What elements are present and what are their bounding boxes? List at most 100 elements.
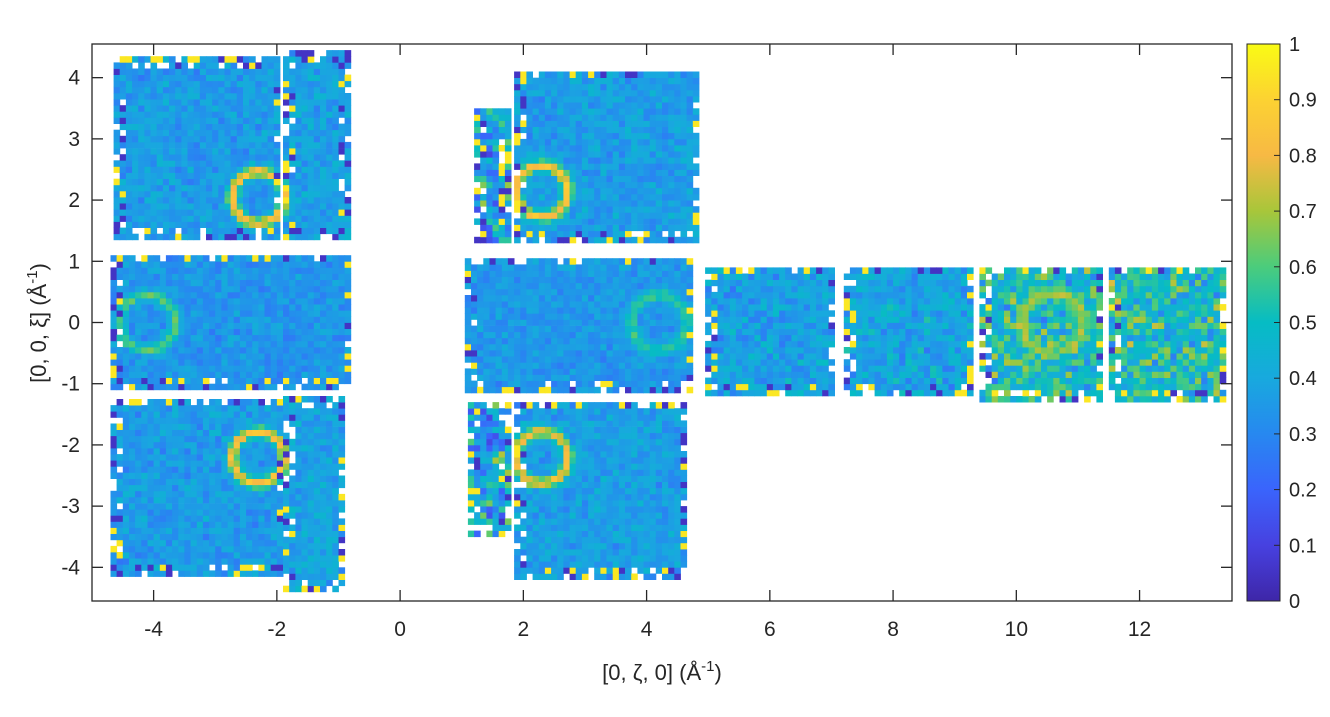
heatmap-cell: [326, 518, 333, 525]
heatmap-cell: [338, 347, 346, 354]
heatmap-cell: [122, 527, 130, 534]
heatmap-cell: [215, 399, 222, 406]
heatmap-cell: [514, 145, 521, 152]
heatmap-cell: [581, 236, 589, 244]
heatmap-cell: [264, 564, 272, 571]
heatmap-cell: [674, 181, 681, 189]
heatmap-cell: [218, 148, 225, 155]
heatmap-cell: [686, 151, 694, 158]
heatmap-cell: [289, 111, 296, 118]
heatmap-cell: [258, 365, 265, 372]
heatmap-cell: [471, 356, 478, 363]
heatmap-cell: [249, 209, 256, 216]
heatmap-cell: [326, 291, 333, 299]
heatmap-cell: [526, 362, 533, 369]
heatmap-cell: [588, 350, 595, 357]
heatmap-cell: [227, 496, 235, 504]
heatmap-cell: [227, 359, 235, 366]
heatmap-cell: [267, 68, 275, 75]
heatmap-cell: [264, 527, 272, 534]
heatmap-cell: [190, 466, 198, 473]
heatmap-cell: [156, 221, 164, 228]
heatmap-cell: [301, 340, 309, 348]
heatmap-cell: [209, 267, 216, 274]
heatmap-cell: [249, 93, 256, 100]
heatmap-cell: [538, 224, 546, 232]
heatmap-cell: [538, 343, 546, 351]
heatmap-cell: [557, 163, 564, 170]
heatmap-cell: [199, 93, 207, 100]
heatmap-cell: [486, 157, 493, 164]
heatmap-cell: [172, 347, 179, 354]
heatmap-cell: [233, 377, 241, 385]
heatmap-cell: [147, 441, 155, 449]
heatmap-cell: [270, 322, 278, 329]
heatmap-cell: [320, 432, 327, 440]
heatmap-cell: [631, 374, 638, 381]
heatmap-cell: [606, 145, 614, 152]
heatmap-cell: [504, 524, 512, 531]
heatmap-cell: [532, 295, 540, 302]
heatmap-cell: [520, 343, 527, 351]
heatmap-cell: [172, 273, 179, 280]
heatmap-cell: [150, 129, 158, 137]
heatmap-cell: [249, 203, 256, 210]
heatmap-cell: [674, 194, 681, 201]
heatmap-cell: [612, 102, 620, 109]
heatmap-cell: [193, 166, 201, 173]
heatmap-cell: [498, 469, 506, 476]
heatmap-cell: [538, 276, 546, 284]
heatmap-cell: [492, 414, 500, 421]
heatmap-cell: [332, 506, 339, 513]
heatmap-cell: [246, 411, 253, 418]
heatmap-cell: [116, 435, 124, 443]
heatmap-cell: [532, 264, 540, 271]
heatmap-cell: [544, 362, 552, 369]
heatmap-cell: [332, 215, 339, 222]
heatmap-cell: [551, 362, 558, 369]
heatmap-cell: [172, 405, 179, 412]
heatmap-cell: [514, 163, 521, 170]
heatmap-cell: [119, 227, 127, 235]
heatmap-cell: [172, 435, 179, 443]
heatmap-cell: [551, 264, 558, 271]
heatmap-cell: [209, 340, 216, 348]
heatmap-cell: [692, 194, 700, 201]
heatmap-cell: [338, 279, 346, 287]
heatmap-cell: [320, 585, 327, 593]
heatmap-cell: [199, 184, 207, 192]
heatmap-cell: [162, 148, 170, 155]
heatmap-cell: [313, 396, 321, 403]
heatmap-cell: [165, 521, 173, 528]
heatmap-cell: [239, 539, 247, 547]
heatmap-cell: [594, 212, 601, 219]
heatmap-cell: [135, 472, 142, 479]
heatmap-cell: [129, 411, 136, 418]
heatmap-cell: [606, 114, 614, 121]
heatmap-cell: [320, 426, 327, 434]
heatmap-cell: [464, 374, 472, 381]
heatmap-cell: [283, 414, 290, 421]
heatmap-cell: [625, 181, 632, 189]
heatmap-cell: [320, 304, 327, 311]
heatmap-cell: [332, 500, 339, 507]
heatmap-cell: [258, 435, 265, 443]
heatmap-cell: [520, 288, 527, 296]
heatmap-cell: [283, 353, 290, 360]
heatmap-cell: [119, 93, 127, 100]
heatmap-cell: [129, 316, 136, 323]
heatmap-cell: [295, 506, 302, 513]
heatmap-cell: [686, 282, 694, 290]
heatmap-cell: [588, 157, 595, 164]
heatmap-cell: [326, 285, 333, 293]
heatmap-cell: [236, 129, 244, 137]
heatmap-cell: [504, 108, 512, 115]
heatmap-cell: [295, 209, 302, 216]
heatmap-cell: [184, 273, 191, 280]
heatmap-cell: [255, 203, 262, 210]
heatmap-cell: [668, 362, 675, 369]
heatmap-cell: [492, 206, 500, 213]
heatmap-cell: [551, 337, 558, 345]
heatmap-cell: [193, 86, 201, 94]
heatmap-cell: [184, 399, 191, 406]
